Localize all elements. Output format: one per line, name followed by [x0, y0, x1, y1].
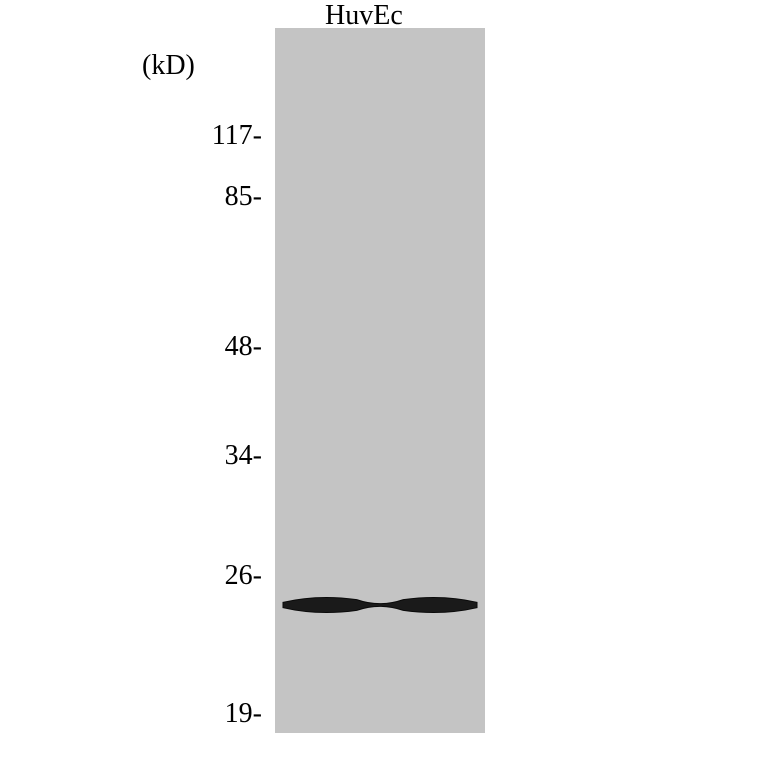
blot-band [283, 596, 284, 597]
marker-label-0: 117- [212, 120, 262, 152]
blot-lane [275, 28, 485, 733]
marker-label-4: 26- [225, 560, 262, 592]
marker-label-2: 48- [225, 331, 262, 363]
blot-container: HuvEc (kD) 117- 85- 48- 34- 26- 19- [0, 0, 764, 764]
marker-label-5: 19- [225, 698, 262, 730]
unit-label: (kD) [142, 50, 195, 82]
marker-label-1: 85- [225, 181, 262, 213]
marker-label-3: 34- [225, 440, 262, 472]
lane-header-label: HuvEc [325, 0, 403, 32]
